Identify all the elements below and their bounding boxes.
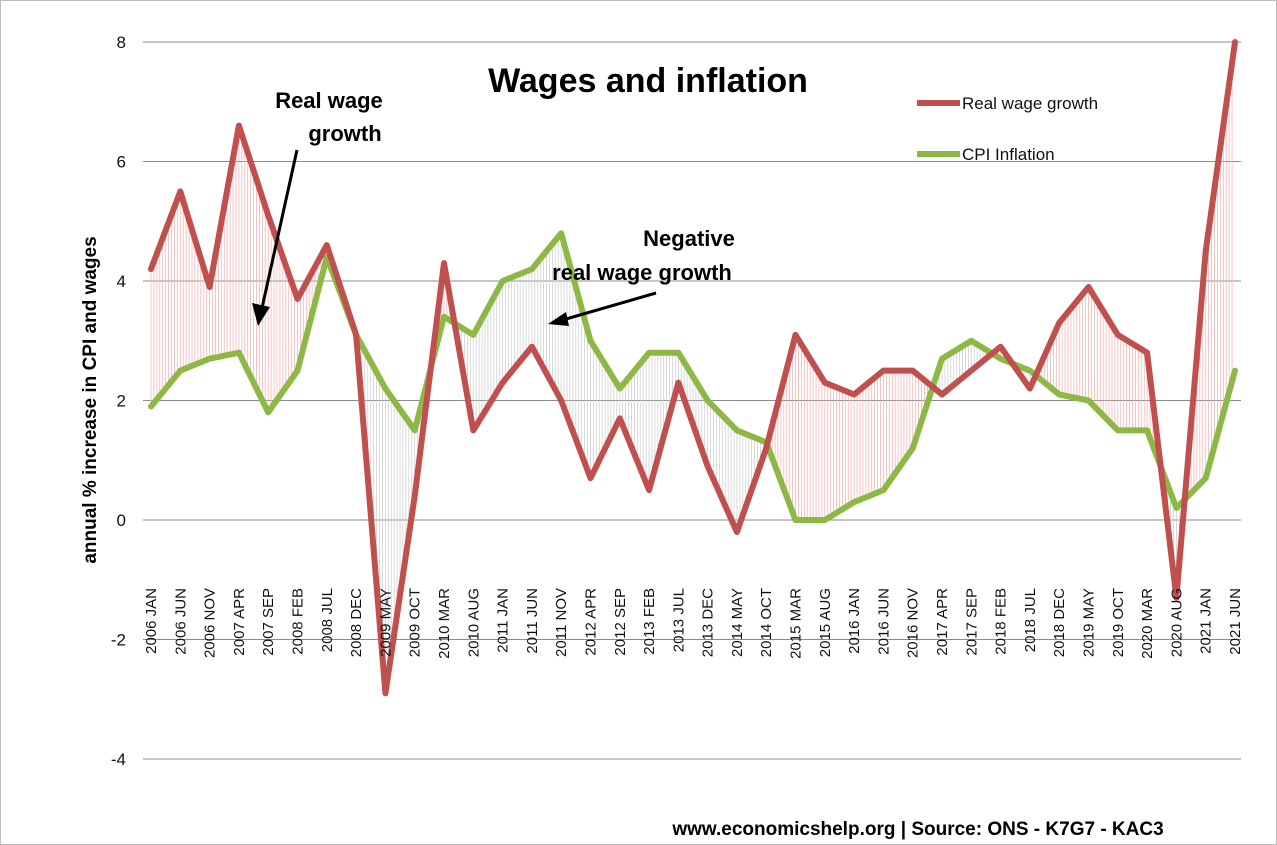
- annotation-arrowhead: [548, 312, 569, 326]
- x-tick-label: 2015 AUG: [817, 588, 834, 657]
- series-lines: [148, 39, 1238, 697]
- x-tick-label: 2006 JUN: [172, 588, 189, 655]
- annotation-arrow-shaft: [565, 291, 657, 321]
- y-tick-labels: -4 -2 0 2 4 6 8: [111, 33, 126, 769]
- x-tick-label: 2016 JUN: [875, 588, 892, 655]
- x-tick-label: 2020 AUG: [1168, 588, 1185, 657]
- annotation-line: Negative: [643, 226, 735, 251]
- annotation-negative-real-wage-growth: Negative real wage growth: [548, 226, 735, 326]
- x-tick-label: 2006 NOV: [202, 588, 219, 658]
- x-tick-label: 2018 FEB: [993, 588, 1010, 655]
- x-tick-label: 2017 SEP: [963, 588, 980, 656]
- y-tick-label: 4: [117, 272, 126, 291]
- legend-label-real-wage: Real wage growth: [962, 94, 1098, 113]
- x-tick-label: 2019 MAY: [1081, 588, 1098, 657]
- x-tick-label: 2011 JUN: [524, 588, 541, 654]
- gap-hatching: [150, 62, 1233, 694]
- x-tick-label: 2010 MAR: [436, 588, 453, 659]
- y-tick-label: -4: [111, 750, 126, 769]
- annotation-arrowhead: [252, 303, 270, 326]
- x-tick-label: 2008 JUL: [319, 588, 336, 652]
- x-tick-label: 2018 DEC: [1051, 588, 1068, 657]
- x-tick-label: 2011 NOV: [553, 588, 570, 657]
- series-line-real-wage-growth: [148, 39, 1238, 697]
- annotation-real-wage-growth: Real wage growth: [252, 88, 383, 326]
- x-tick-label: 2018 JUL: [1022, 588, 1039, 652]
- annotation-line: Real wage: [275, 88, 383, 113]
- legend-label-cpi: CPI Inflation: [962, 145, 1055, 164]
- x-tick-label: 2011 JAN: [495, 588, 512, 653]
- x-tick-label: 2008 FEB: [289, 588, 306, 655]
- x-tick-label: 2006 JAN: [143, 588, 160, 654]
- x-tick-label: 2007 APR: [231, 588, 248, 656]
- y-tick-label: 8: [117, 33, 126, 52]
- y-tick-label: 6: [117, 153, 126, 172]
- y-tick-label: 2: [117, 392, 126, 411]
- x-tick-label: 2019 OCT: [1110, 588, 1127, 657]
- x-tick-label: 2013 JUL: [670, 588, 687, 652]
- x-tick-label: 2013 DEC: [700, 588, 717, 657]
- x-tick-label: 2013 FEB: [641, 588, 658, 655]
- series-line-cpi-inflation: [148, 230, 1238, 523]
- x-tick-label: 2016 NOV: [905, 588, 922, 658]
- chart-title: Wages and inflation: [488, 62, 808, 100]
- x-tick-label: 2010 AUG: [465, 588, 482, 657]
- y-axis-label: annual % increase in CPI and wages: [80, 236, 101, 563]
- x-tick-label: 2021 JUN: [1227, 588, 1244, 655]
- x-tick-label: 2014 OCT: [758, 588, 775, 657]
- x-tick-labels: 2006 JAN 2006 JUN 2006 NOV 2007 APR 2007 SEP…: [143, 588, 1244, 659]
- x-tick-label: 2014 MAY: [729, 588, 746, 657]
- gridlines: [143, 41, 1241, 760]
- x-tick-label: 2020 MAR: [1139, 588, 1156, 659]
- x-tick-label: 2008 DEC: [348, 588, 365, 657]
- x-tick-label: 2009 OCT: [407, 588, 424, 657]
- x-tick-label: 2017 APR: [934, 588, 951, 656]
- legend: Real wage growth CPI Inflation: [917, 94, 1098, 164]
- annotation-line: growth: [308, 121, 381, 146]
- x-tick-label: 2016 JAN: [846, 588, 863, 654]
- x-tick-label: 2012 APR: [582, 588, 599, 656]
- annotation-line: real wage growth: [552, 260, 732, 285]
- y-tick-label: -2: [111, 631, 126, 650]
- x-tick-label: 2007 SEP: [260, 588, 277, 656]
- x-tick-label: 2012 SEP: [612, 588, 629, 656]
- x-tick-label: 2021 JAN: [1198, 588, 1215, 654]
- source-footer: www.economicshelp.org | Source: ONS - K7…: [671, 819, 1163, 840]
- y-tick-label: 0: [117, 511, 126, 530]
- x-tick-label: 2015 MAR: [788, 588, 805, 659]
- x-tick-label: 2009 MAY: [377, 588, 394, 657]
- annotation-arrow-shaft: [260, 149, 299, 309]
